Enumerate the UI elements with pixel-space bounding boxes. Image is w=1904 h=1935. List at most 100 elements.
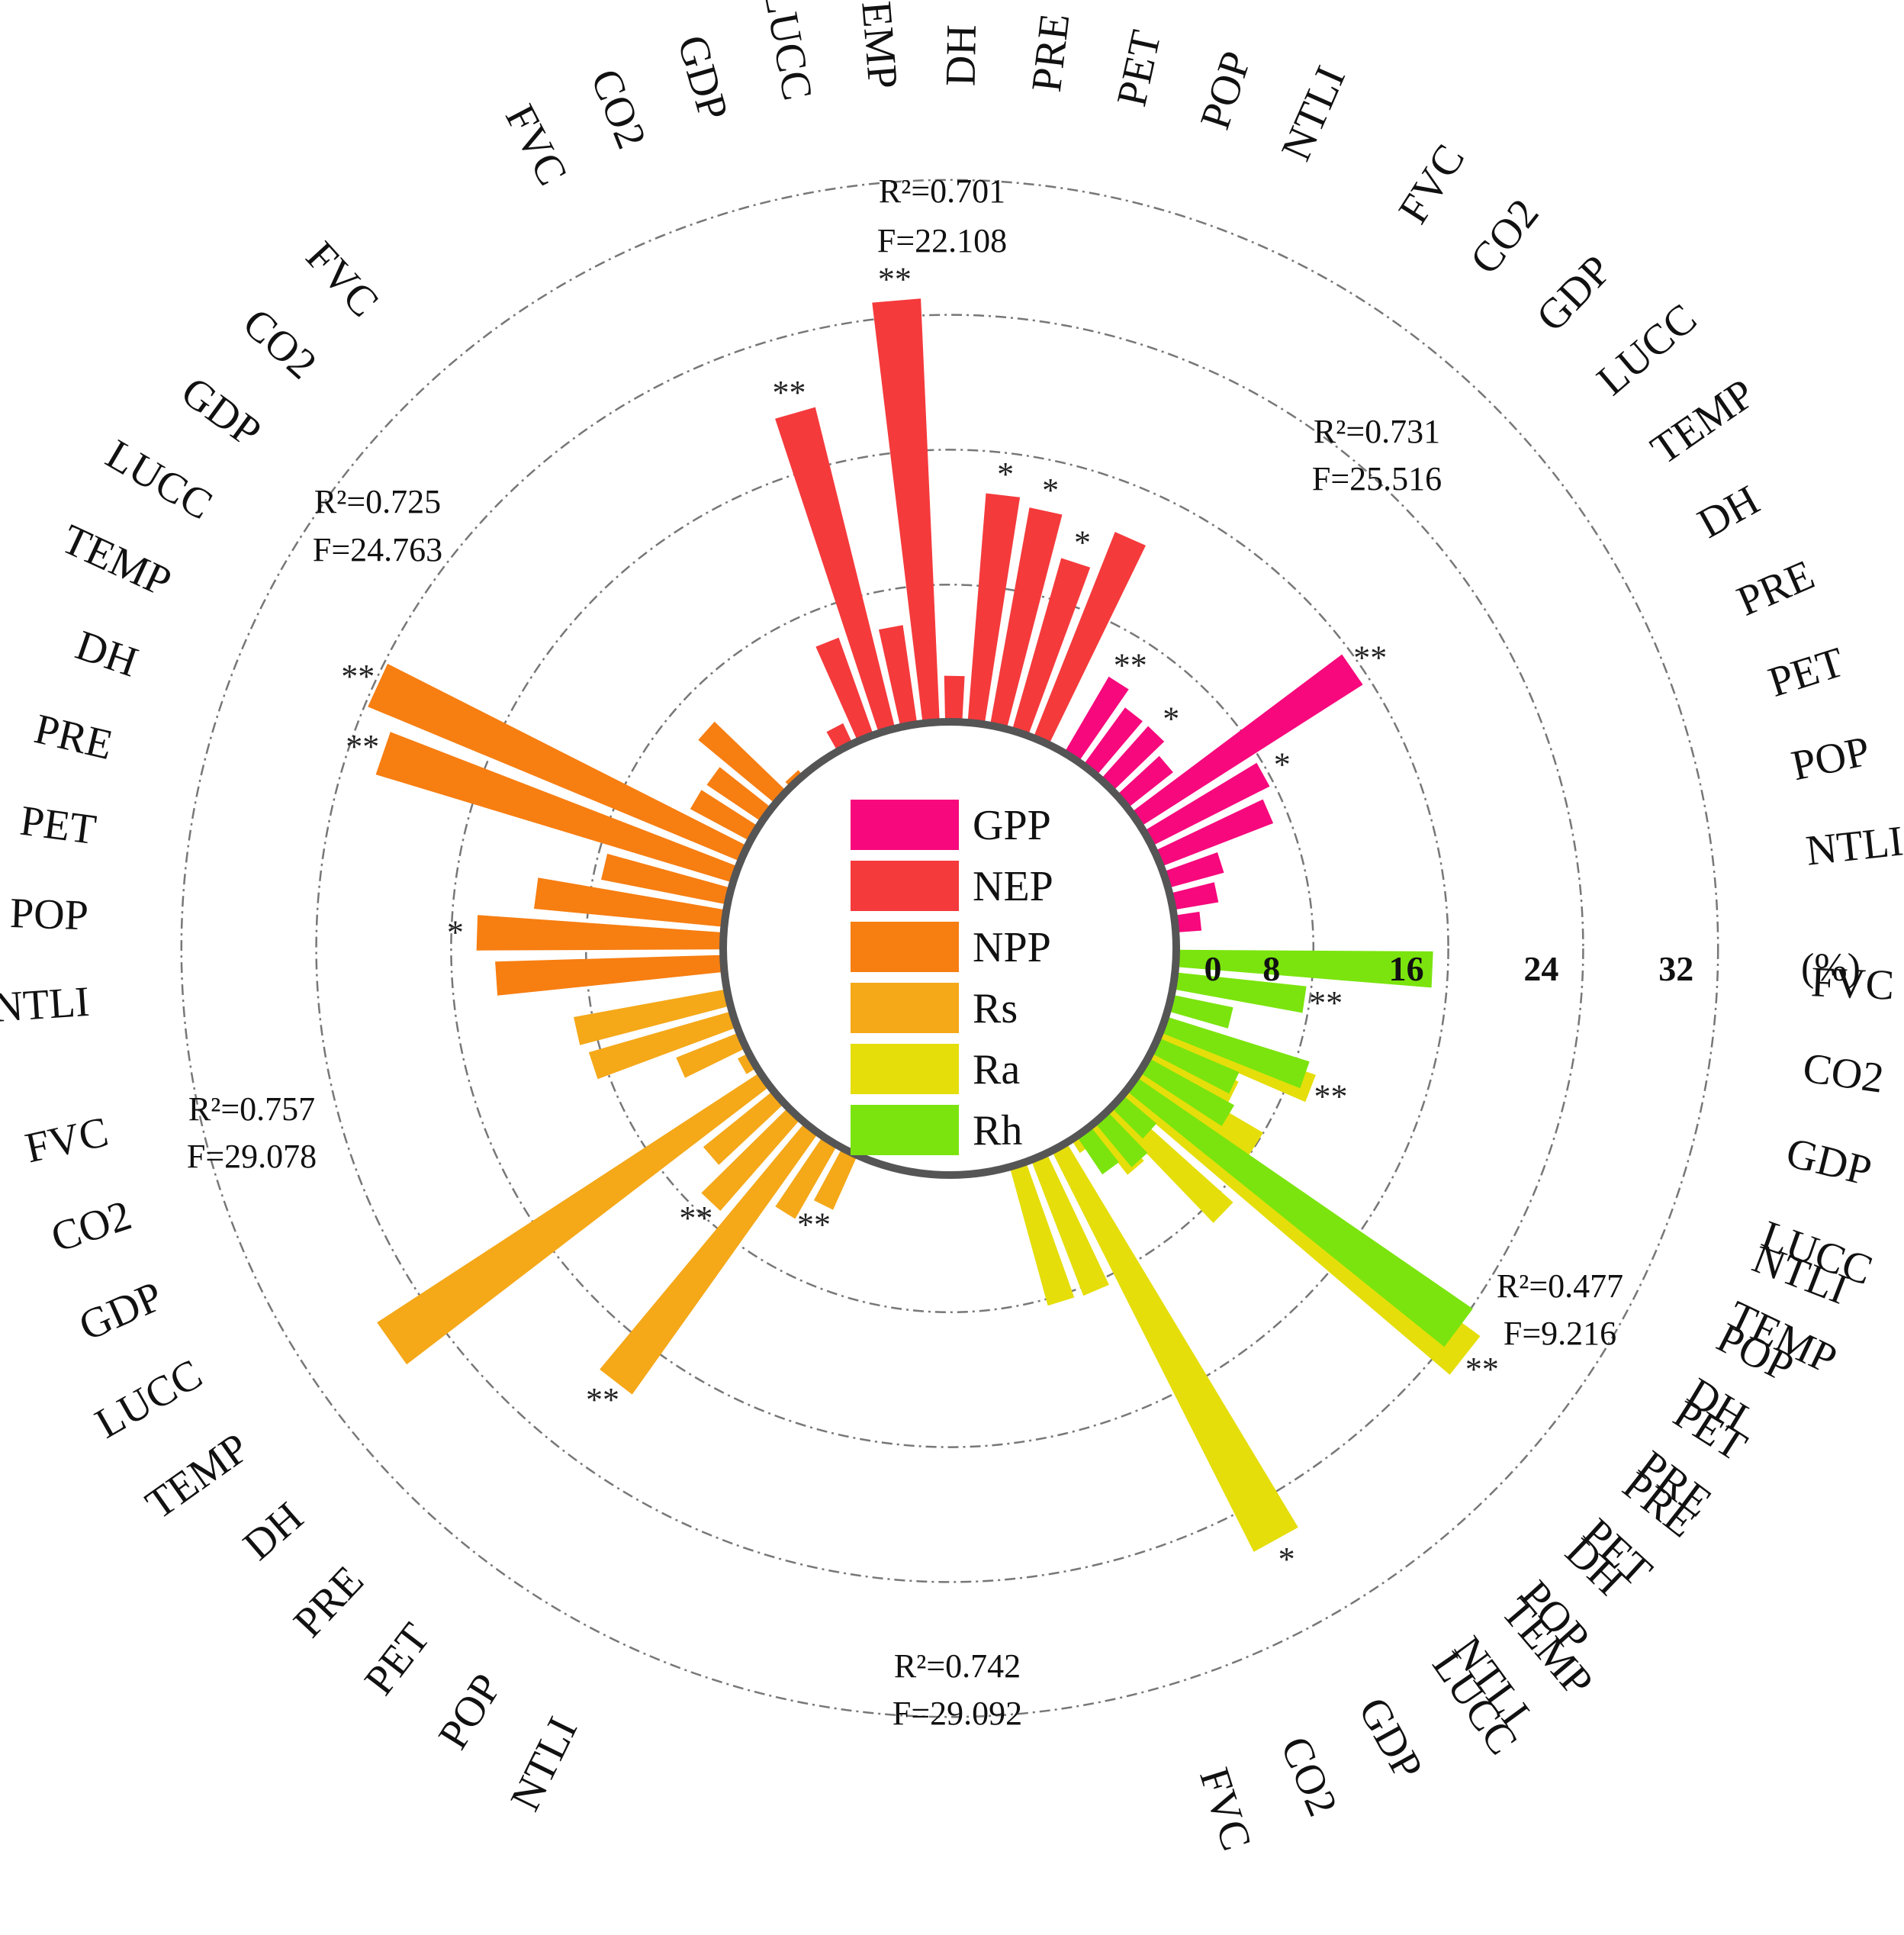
legend-label-rh: Rh xyxy=(973,1107,1022,1154)
label-nep-temp: TEMP xyxy=(850,0,906,91)
label-rh-co2: CO2 xyxy=(1800,1044,1887,1102)
sig-nep-pre: * xyxy=(997,456,1014,493)
bar-gpp-ntli xyxy=(1174,911,1202,932)
bar-rs-gdp xyxy=(676,1032,746,1078)
label-gpp-temp: TEMP xyxy=(1642,370,1763,474)
tick-8: 8 xyxy=(1262,949,1280,988)
model-statistics: R²=0.731 F=25.516 R²=0.701 F=22.108 R²=0.725… xyxy=(187,172,1623,1732)
bar-npp-pre xyxy=(601,853,731,905)
legend-label-nep: NEP xyxy=(973,863,1053,910)
r2-gpp: R²=0.731 xyxy=(1314,413,1440,450)
label-npp-temp: TEMP xyxy=(55,516,178,607)
legend-swatch-rh xyxy=(851,1105,959,1155)
label-gpp-pop: POP xyxy=(1787,727,1873,790)
label-npp-gdp: GDP xyxy=(172,368,269,456)
r2-rh: R²=0.477 xyxy=(1497,1267,1623,1305)
sig-npp-pop: * xyxy=(447,914,464,951)
bar-rh-fvc xyxy=(1176,949,1433,988)
bar-nep-temp xyxy=(872,298,940,723)
bar-gpp-temp xyxy=(1131,654,1363,826)
legend-swatch-nep xyxy=(851,861,959,911)
label-rs-dh: DH xyxy=(234,1493,312,1570)
legend-swatch-rs xyxy=(851,983,959,1033)
grid-circle-32 xyxy=(180,179,1719,1718)
r2-rs: R²=0.757 xyxy=(188,1090,315,1128)
sig-ra-gdp: * xyxy=(1278,1541,1295,1578)
sig-npp-dh: ** xyxy=(346,728,379,765)
label-nep-dh: DH xyxy=(938,24,986,87)
bar-rs-fvc xyxy=(574,989,730,1045)
f-npp: F=24.763 xyxy=(313,531,442,568)
bar-gpp-dh xyxy=(1144,762,1270,846)
grid-circle-24 xyxy=(315,314,1584,1583)
legend-label-rs: Rs xyxy=(973,985,1018,1032)
legend-swatch-gpp xyxy=(851,800,959,850)
label-npp-pre: PRE xyxy=(30,705,117,769)
label-rs-temp: TEMP xyxy=(137,1424,258,1528)
bar-nep-pop xyxy=(1011,558,1091,736)
f-rs: F=29.078 xyxy=(187,1138,317,1175)
tick-16: 16 xyxy=(1389,949,1424,988)
label-ra-co2: CO2 xyxy=(1271,1730,1346,1823)
label-npp-fvc: FVC xyxy=(297,233,388,326)
sig-nep-gdp: ** xyxy=(773,374,806,411)
label-rs-ntli: NTLI xyxy=(501,1710,587,1818)
bar-rs-pop xyxy=(775,1136,838,1219)
sig-gpp-temp: ** xyxy=(1353,639,1387,676)
bar-npp-co2 xyxy=(698,721,786,803)
bar-rs-pre xyxy=(701,1108,800,1211)
label-gpp-fvc: FVC xyxy=(1390,137,1475,232)
bar-npp-lucc xyxy=(690,790,758,841)
bar-rs-co2 xyxy=(588,1011,737,1080)
bar-rh-temp xyxy=(1151,1038,1240,1094)
bar-gpp-gdp xyxy=(1101,726,1165,791)
label-npp-ntli: NTLI xyxy=(0,978,91,1032)
label-gpp-co2: CO2 xyxy=(1461,190,1548,282)
label-npp-pop: POP xyxy=(9,890,89,939)
bar-nep-dh xyxy=(944,675,965,722)
label-rs-gdp: GDP xyxy=(72,1273,170,1351)
label-gpp-ntli: NTLI xyxy=(1803,817,1904,874)
label-rs-pet: PET xyxy=(355,1615,439,1704)
label-gpp-pet: PET xyxy=(1763,639,1850,707)
f-rh: F=9.216 xyxy=(1504,1315,1616,1352)
bar-rs-lucc xyxy=(738,1053,757,1074)
label-gpp-pre: PRE xyxy=(1730,551,1821,626)
legend-label-gpp: GPP xyxy=(973,802,1051,849)
legend: GPP NEP NPP Rs Ra Rh xyxy=(851,800,1053,1155)
label-nep-ntli: NTLI xyxy=(1272,60,1355,168)
label-nep-gdp: GDP xyxy=(668,31,738,126)
sig-rs-pet: ** xyxy=(586,1381,619,1418)
bar-nep-co2 xyxy=(815,637,873,741)
label-rh-gdp: GDP xyxy=(1782,1128,1877,1195)
label-gpp-dh: DH xyxy=(1690,476,1767,547)
bar-rh-gdp xyxy=(1168,994,1233,1029)
bar-npp-ntli xyxy=(495,955,724,996)
sig-ra-ntli: ** xyxy=(1314,1078,1348,1116)
bar-rs-pet xyxy=(600,1123,819,1395)
label-nep-pre: PRE xyxy=(1023,11,1079,94)
label-ra-gdp: GDP xyxy=(1349,1690,1431,1788)
label-gpp-lucc: LUCC xyxy=(1588,295,1706,404)
label-npp-pet: PET xyxy=(18,797,99,855)
sig-nep-pop: * xyxy=(1074,524,1091,562)
r2-ra: R²=0.742 xyxy=(894,1647,1021,1685)
bar-rh-ntli xyxy=(1076,1126,1119,1175)
legend-swatch-ra xyxy=(851,1044,959,1094)
label-rs-co2: CO2 xyxy=(46,1192,137,1262)
bar-npp-fvc xyxy=(785,770,803,787)
f-gpp: F=25.516 xyxy=(1312,460,1442,497)
sig-npp-temp: ** xyxy=(341,658,375,695)
label-nep-pop: POP xyxy=(1192,46,1261,135)
bar-npp-temp xyxy=(368,663,748,861)
bar-gpp-pop xyxy=(1170,882,1219,910)
bar-gpp-pre xyxy=(1155,799,1274,867)
bar-rh-dh xyxy=(1140,1058,1235,1126)
legend-label-npp: NPP xyxy=(973,924,1051,971)
bars xyxy=(368,298,1481,1552)
label-rs-pop: POP xyxy=(429,1666,511,1757)
label-nep-fvc: FVC xyxy=(496,97,576,192)
grid-circles xyxy=(180,179,1719,1718)
bar-ra-fvc xyxy=(1009,1162,1075,1306)
bar-gpp-lucc xyxy=(1117,755,1173,808)
